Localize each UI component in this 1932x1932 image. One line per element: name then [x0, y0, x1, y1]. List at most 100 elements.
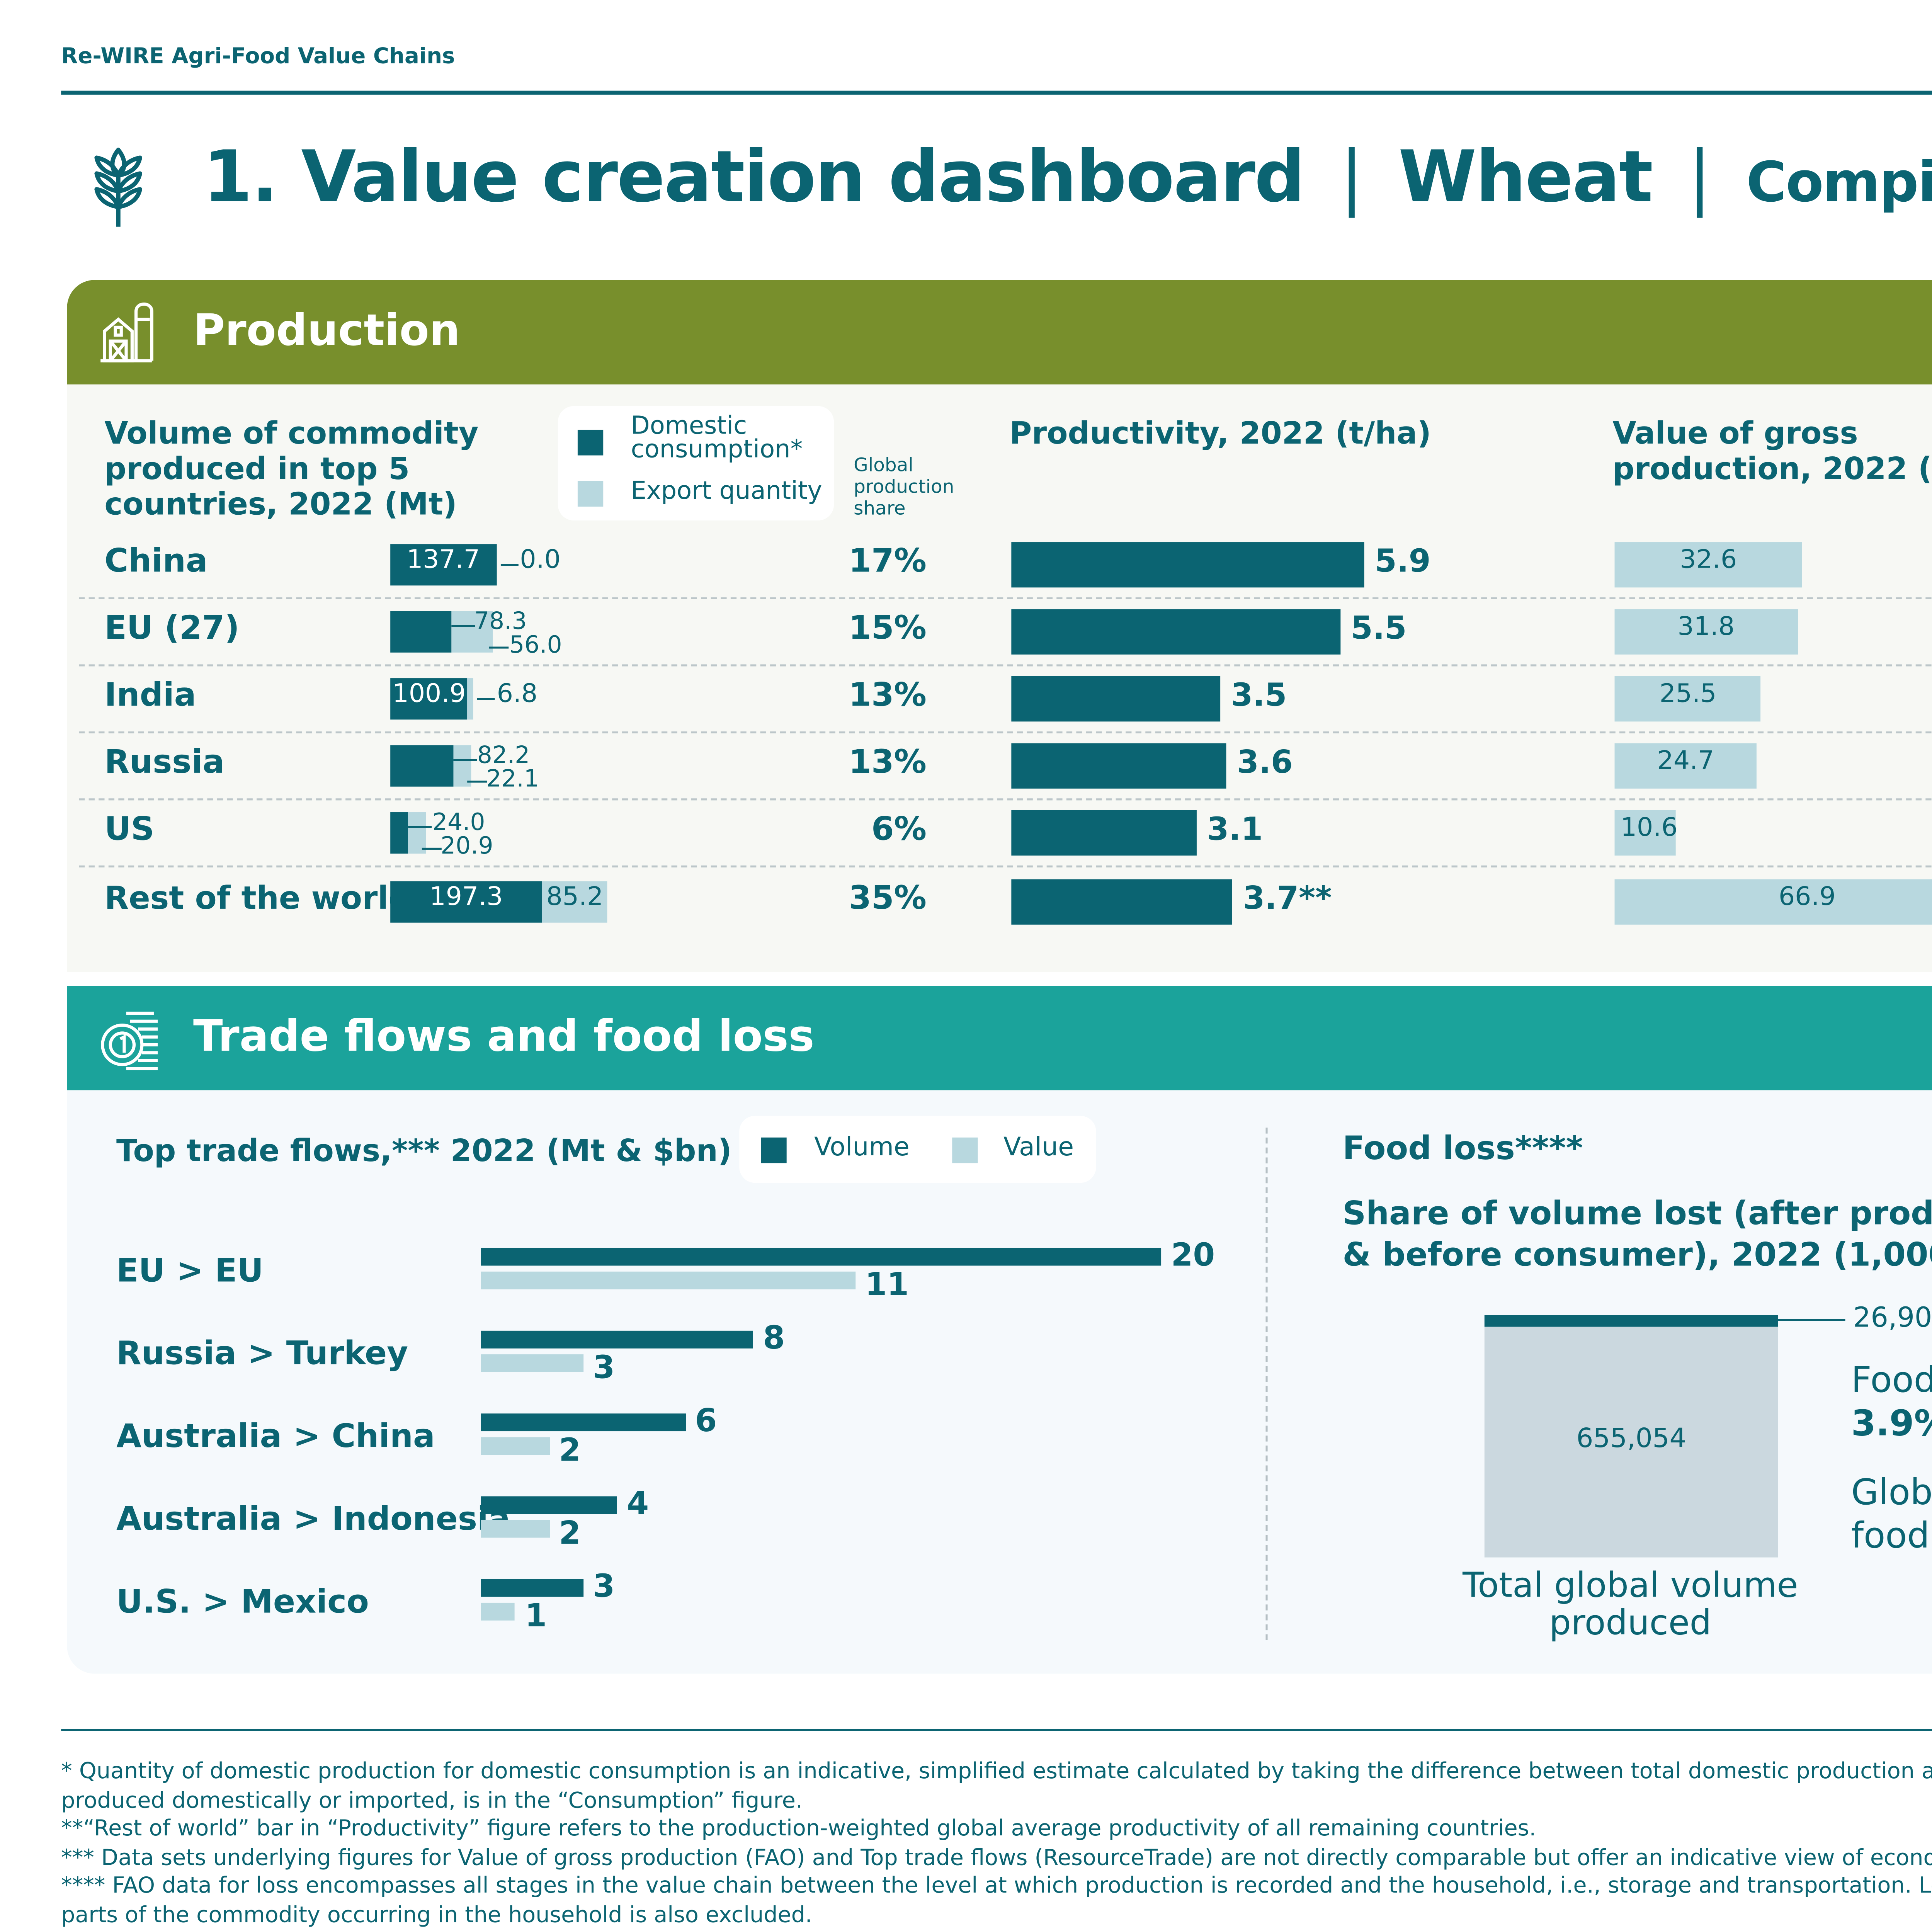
trade-row-label: EU > EU — [116, 1252, 264, 1289]
food-loss-title: Food loss**** — [1342, 1129, 1583, 1167]
trade-volume-bar — [481, 1330, 753, 1349]
trade-volume-bar — [481, 1496, 617, 1514]
production-share: 6% — [871, 810, 927, 848]
footnote-3: *** Data sets underlying figures for Val… — [61, 1845, 1932, 1871]
trade-value-bar — [481, 1602, 515, 1621]
trade-volume-label: 4 — [627, 1484, 649, 1522]
export-value-label: 85.2 — [546, 883, 604, 913]
productivity-bar — [1011, 609, 1341, 655]
production-row-label: China — [104, 542, 208, 580]
legend-label-value: Value — [1003, 1133, 1074, 1163]
trade-row-label: Australia > Indonesia — [116, 1500, 510, 1538]
food-loss-bar-label: Total global volume produced — [1463, 1567, 1798, 1645]
gross-value-bar — [1614, 676, 1762, 722]
productivity-value-label: 3.6 — [1237, 743, 1293, 781]
domestic-value-label: 24.0 — [432, 808, 485, 836]
title-separator: | — [1340, 138, 1364, 219]
trade-volume-label: 3 — [593, 1567, 615, 1605]
gross-value-label: 31.8 — [1677, 613, 1735, 643]
legend-label-domestic: Domestic consumption* — [631, 410, 803, 463]
row-divider — [79, 597, 1932, 600]
gross-value-label: 10.6 — [1620, 814, 1678, 844]
trade-value-bar — [481, 1437, 549, 1455]
productivity-value-label: 3.1 — [1207, 810, 1263, 848]
domestic-value-label: 137.7 — [406, 546, 480, 576]
production-share: 35% — [849, 879, 927, 917]
export-value-label: 0.0 — [520, 546, 561, 576]
productivity-bar — [1011, 810, 1197, 856]
production-volume-title: Volume of commodity produced in top 5 co… — [104, 416, 479, 523]
productivity-value-label: 3.5 — [1231, 676, 1287, 714]
title-separator: | — [1687, 138, 1712, 219]
gross-value-bar — [1614, 609, 1798, 655]
header-divider — [61, 90, 1932, 95]
production-row-label: Russia — [104, 743, 225, 781]
leader-line — [421, 847, 441, 850]
trade-value-label: 2 — [559, 1431, 581, 1469]
production-share-header: Global production share — [854, 455, 954, 520]
trade-title: Trade flows and food loss — [193, 1013, 815, 1063]
production-share: 13% — [849, 743, 927, 781]
leader-line — [450, 625, 474, 627]
trade-volume-label: 20 — [1171, 1236, 1215, 1274]
gross-value-label: 25.5 — [1659, 680, 1717, 710]
trade-volume-bar — [481, 1413, 685, 1432]
row-divider — [79, 798, 1932, 801]
leader-line — [408, 826, 433, 828]
trade-value-bar — [481, 1520, 549, 1538]
export-bar — [542, 881, 608, 923]
gross-value-title: Value of gross production, 2022 ($bn) — [1612, 416, 1932, 487]
trade-legend: Volume Value — [739, 1116, 1096, 1183]
productivity-title: Productivity, 2022 (t/ha) — [1009, 416, 1431, 452]
title-subtitle: Compiled — [1746, 150, 1932, 215]
legend-swatch-export — [577, 481, 604, 507]
domestic-value-label: 78.3 — [474, 607, 527, 635]
production-volume-legend: Domestic consumption* Export quantity — [558, 406, 834, 520]
title-commodity: Wheat — [1398, 138, 1653, 219]
footnotes: * Quantity of domestic production for do… — [61, 1759, 1932, 1931]
title-main: 1. Value creation dashboard — [203, 138, 1305, 219]
food-loss-avg-label: Global average for food loss: — [1851, 1473, 1932, 1558]
leader-line — [500, 564, 518, 566]
food-loss-pct: 3.9% — [1851, 1403, 1932, 1445]
page-title: 1. Value creation dashboard | Wheat | Co… — [203, 138, 1932, 219]
food-loss-total-bar — [1484, 1315, 1779, 1558]
gross-value-bar — [1614, 810, 1676, 856]
domestic-bar — [390, 544, 497, 586]
productivity-bar — [1011, 879, 1233, 925]
trade-volume-bar — [481, 1579, 583, 1597]
productivity-bar — [1011, 676, 1221, 722]
production-share: 17% — [849, 542, 927, 580]
trade-divider — [1265, 1128, 1268, 1640]
domestic-bar — [390, 611, 451, 653]
export-bar — [453, 745, 471, 787]
trade-value-label: 3 — [593, 1348, 615, 1386]
gross-value-bar — [1614, 879, 1932, 925]
gross-value-label: 66.9 — [1778, 883, 1836, 913]
trade-value-label: 2 — [559, 1514, 581, 1552]
trade-volume-bar — [481, 1248, 1162, 1266]
footer-divider — [61, 1729, 1932, 1731]
trade-flows-title: Top trade flows,*** 2022 (Mt & $bn) — [116, 1133, 732, 1169]
legend-swatch-value — [952, 1137, 978, 1163]
food-loss-lost-value: 26,907 — [1853, 1303, 1932, 1335]
production-row-label: EU (27) — [104, 609, 240, 647]
leader-line — [466, 781, 486, 783]
food-loss-leader-line — [1778, 1319, 1845, 1321]
row-divider — [79, 731, 1932, 733]
export-bar — [450, 611, 494, 653]
productivity-value-label: 5.5 — [1350, 609, 1407, 647]
food-loss-share: Food loss: 3.9% of production — [1851, 1360, 1932, 1447]
barn-silo-icon — [100, 301, 153, 362]
coins-icon — [101, 1010, 158, 1069]
gross-value-label: 32.6 — [1680, 546, 1737, 576]
domestic-value-label: 197.3 — [429, 883, 503, 913]
footnote-4: **** FAO data for loss encompasses all s… — [61, 1873, 1932, 1928]
trade-row-label: Australia > China — [116, 1417, 435, 1455]
trade-volume-label: 6 — [695, 1401, 717, 1439]
row-divider — [79, 664, 1932, 667]
trade-value-bar — [481, 1271, 855, 1289]
export-value-label: 20.9 — [440, 832, 493, 860]
productivity-bar — [1011, 743, 1227, 789]
production-share: 15% — [849, 609, 927, 647]
